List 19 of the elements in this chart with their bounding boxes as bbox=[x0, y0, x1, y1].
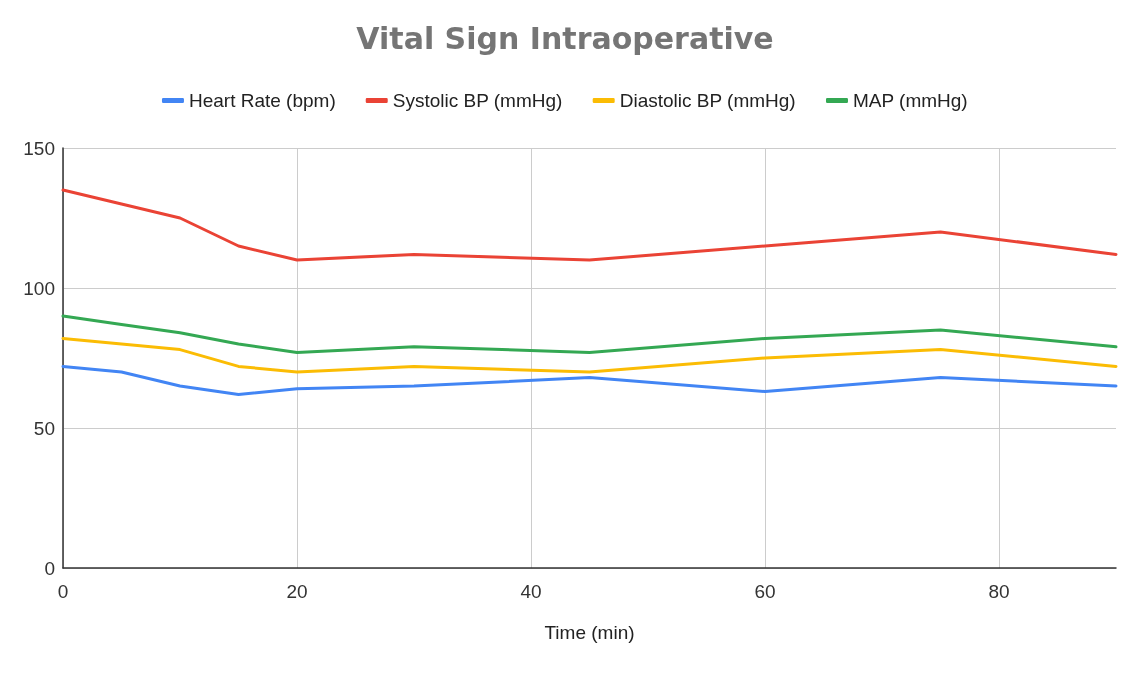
y-tick-label: 50 bbox=[33, 417, 55, 439]
y-tick-label: 100 bbox=[23, 277, 55, 299]
x-tick-label: 20 bbox=[286, 581, 308, 602]
line-series bbox=[61, 336, 1118, 374]
x-tick-label: 60 bbox=[754, 581, 776, 602]
line-series bbox=[61, 364, 1118, 396]
line-series bbox=[61, 188, 1118, 262]
x-tick-label: 0 bbox=[57, 581, 69, 602]
legend-label: Systolic BP (mmHg) bbox=[392, 90, 563, 111]
y-tick-label: 0 bbox=[44, 557, 55, 579]
legend-label: MAP (mmHg) bbox=[852, 90, 968, 111]
legend-label: Heart Rate (bpm) bbox=[188, 90, 336, 111]
line-series bbox=[61, 314, 1118, 354]
x-axis-title: Time (min) bbox=[544, 622, 635, 643]
legend-label: Diastolic BP (mmHg) bbox=[619, 90, 796, 111]
x-tick-label: 40 bbox=[520, 581, 542, 602]
chart-title: Vital Sign Intraoperative bbox=[356, 20, 774, 56]
x-tick-label: 80 bbox=[988, 581, 1010, 602]
y-tick-label: 150 bbox=[23, 137, 55, 159]
